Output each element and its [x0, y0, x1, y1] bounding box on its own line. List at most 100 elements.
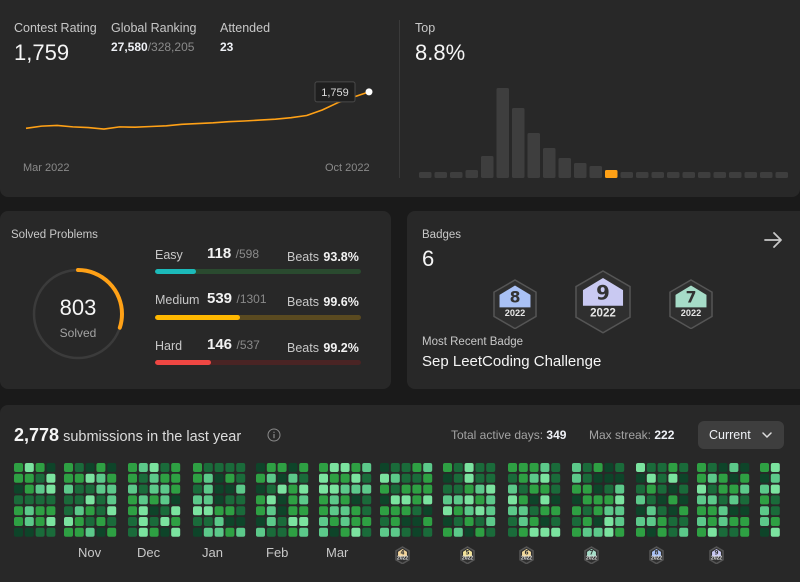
heatmap-cell[interactable] [707, 463, 717, 472]
heatmap-cell[interactable] [85, 527, 95, 537]
heatmap-cell[interactable] [160, 484, 170, 494]
heatmap-cell[interactable] [464, 484, 474, 494]
heatmap-cell[interactable] [572, 484, 581, 494]
heatmap-cell[interactable] [277, 506, 287, 516]
heatmap-cell[interactable] [697, 495, 706, 505]
heatmap-cell[interactable] [636, 517, 645, 526]
heatmap-cell[interactable] [193, 527, 202, 537]
heatmap-cell[interactable] [380, 484, 389, 494]
heatmap-cell[interactable] [529, 506, 539, 516]
heatmap-cell[interactable] [401, 517, 411, 526]
heatmap-cell[interactable] [329, 463, 339, 472]
heatmap-cell[interactable] [529, 527, 539, 537]
heatmap-cell[interactable] [453, 463, 463, 472]
heatmap-cell[interactable] [266, 463, 276, 472]
heatmap-cell[interactable] [256, 484, 265, 494]
heatmap-cell[interactable] [149, 495, 159, 505]
heatmap-cell[interactable] [149, 506, 159, 516]
heatmap-cell[interactable] [729, 517, 739, 526]
arrow-right-icon[interactable] [762, 229, 784, 251]
heatmap-cell[interactable] [362, 495, 372, 505]
heatmap-cell[interactable] [277, 463, 287, 472]
heatmap-cell[interactable] [128, 506, 137, 516]
heatmap-cell[interactable] [529, 463, 539, 472]
heatmap-cell[interactable] [508, 527, 517, 537]
heatmap-cell[interactable] [14, 506, 23, 516]
heatmap-cell[interactable] [14, 527, 23, 537]
heatmap-cell[interactable] [46, 463, 56, 472]
heatmap-cell[interactable] [288, 463, 298, 472]
heatmap-cell[interactable] [46, 506, 56, 516]
heatmap-cell[interactable] [288, 473, 298, 483]
heatmap-cell[interactable] [14, 484, 23, 494]
heatmap-cell[interactable] [636, 463, 645, 472]
distribution-bar[interactable] [496, 88, 510, 178]
heatmap-cell[interactable] [299, 527, 309, 537]
heatmap-cell[interactable] [214, 517, 224, 526]
heatmap-cell[interactable] [760, 506, 769, 516]
heatmap-cell[interactable] [475, 484, 485, 494]
submission-heatmap[interactable] [0, 405, 800, 582]
badge-sep-7[interactable]: 7 2022 [668, 278, 714, 330]
heatmap-cell[interactable] [35, 506, 45, 516]
heatmap-cell[interactable] [740, 495, 750, 505]
heatmap-cell[interactable] [679, 473, 689, 483]
heatmap-cell[interactable] [760, 484, 769, 494]
heatmap-cell[interactable] [362, 527, 372, 537]
heatmap-cell[interactable] [329, 484, 339, 494]
distribution-bar[interactable] [636, 172, 649, 178]
distribution-bar[interactable] [481, 156, 494, 178]
heatmap-cell[interactable] [107, 463, 117, 472]
heatmap-cell[interactable] [64, 527, 73, 537]
heatmap-cell[interactable] [423, 527, 433, 537]
heatmap-cell[interactable] [707, 517, 717, 526]
heatmap-cell[interactable] [214, 484, 224, 494]
heatmap-cell[interactable] [74, 517, 84, 526]
heatmap-cell[interactable] [24, 463, 34, 472]
heatmap-cell[interactable] [697, 517, 706, 526]
heatmap-cell[interactable] [74, 484, 84, 494]
heatmap-cell[interactable] [529, 517, 539, 526]
heatmap-cell[interactable] [572, 495, 581, 505]
heatmap-cell[interactable] [14, 495, 23, 505]
heatmap-cell[interactable] [770, 517, 780, 526]
heatmap-cell[interactable] [203, 484, 213, 494]
heatmap-cell[interactable] [401, 527, 411, 537]
heatmap-cell[interactable] [380, 495, 389, 505]
heatmap-cell[interactable] [390, 473, 400, 483]
heatmap-cell[interactable] [171, 527, 181, 537]
heatmap-cell[interactable] [540, 506, 550, 516]
heatmap-cell[interactable] [615, 506, 625, 516]
heatmap-cell[interactable] [299, 484, 309, 494]
year-select[interactable]: Current [698, 421, 784, 449]
heatmap-cell[interactable] [171, 495, 181, 505]
heatmap-cell[interactable] [138, 495, 148, 505]
heatmap-cell[interactable] [718, 495, 728, 505]
heatmap-cell[interactable] [529, 484, 539, 494]
heatmap-cell[interactable] [288, 495, 298, 505]
heatmap-cell[interactable] [390, 527, 400, 537]
heatmap-cell[interactable] [299, 463, 309, 472]
heatmap-cell[interactable] [464, 506, 474, 516]
heatmap-cell[interactable] [770, 463, 780, 472]
heatmap-cell[interactable] [718, 517, 728, 526]
heatmap-cell[interactable] [657, 506, 667, 516]
heatmap-cell[interactable] [96, 517, 106, 526]
heatmap-cell[interactable] [236, 484, 246, 494]
heatmap-cell[interactable] [412, 484, 422, 494]
heatmap-cell[interactable] [85, 463, 95, 472]
distribution-bar[interactable] [543, 148, 556, 178]
heatmap-cell[interactable] [453, 527, 463, 537]
heatmap-cell[interactable] [582, 473, 592, 483]
heatmap-cell[interactable] [508, 463, 517, 472]
heatmap-cell[interactable] [453, 517, 463, 526]
heatmap-cell[interactable] [340, 517, 350, 526]
heatmap-cell[interactable] [203, 463, 213, 472]
distribution-bar[interactable] [589, 166, 603, 178]
heatmap-cell[interactable] [518, 495, 528, 505]
heatmap-cell[interactable] [329, 473, 339, 483]
heatmap-cell[interactable] [572, 506, 581, 516]
distribution-bar[interactable] [512, 108, 525, 178]
